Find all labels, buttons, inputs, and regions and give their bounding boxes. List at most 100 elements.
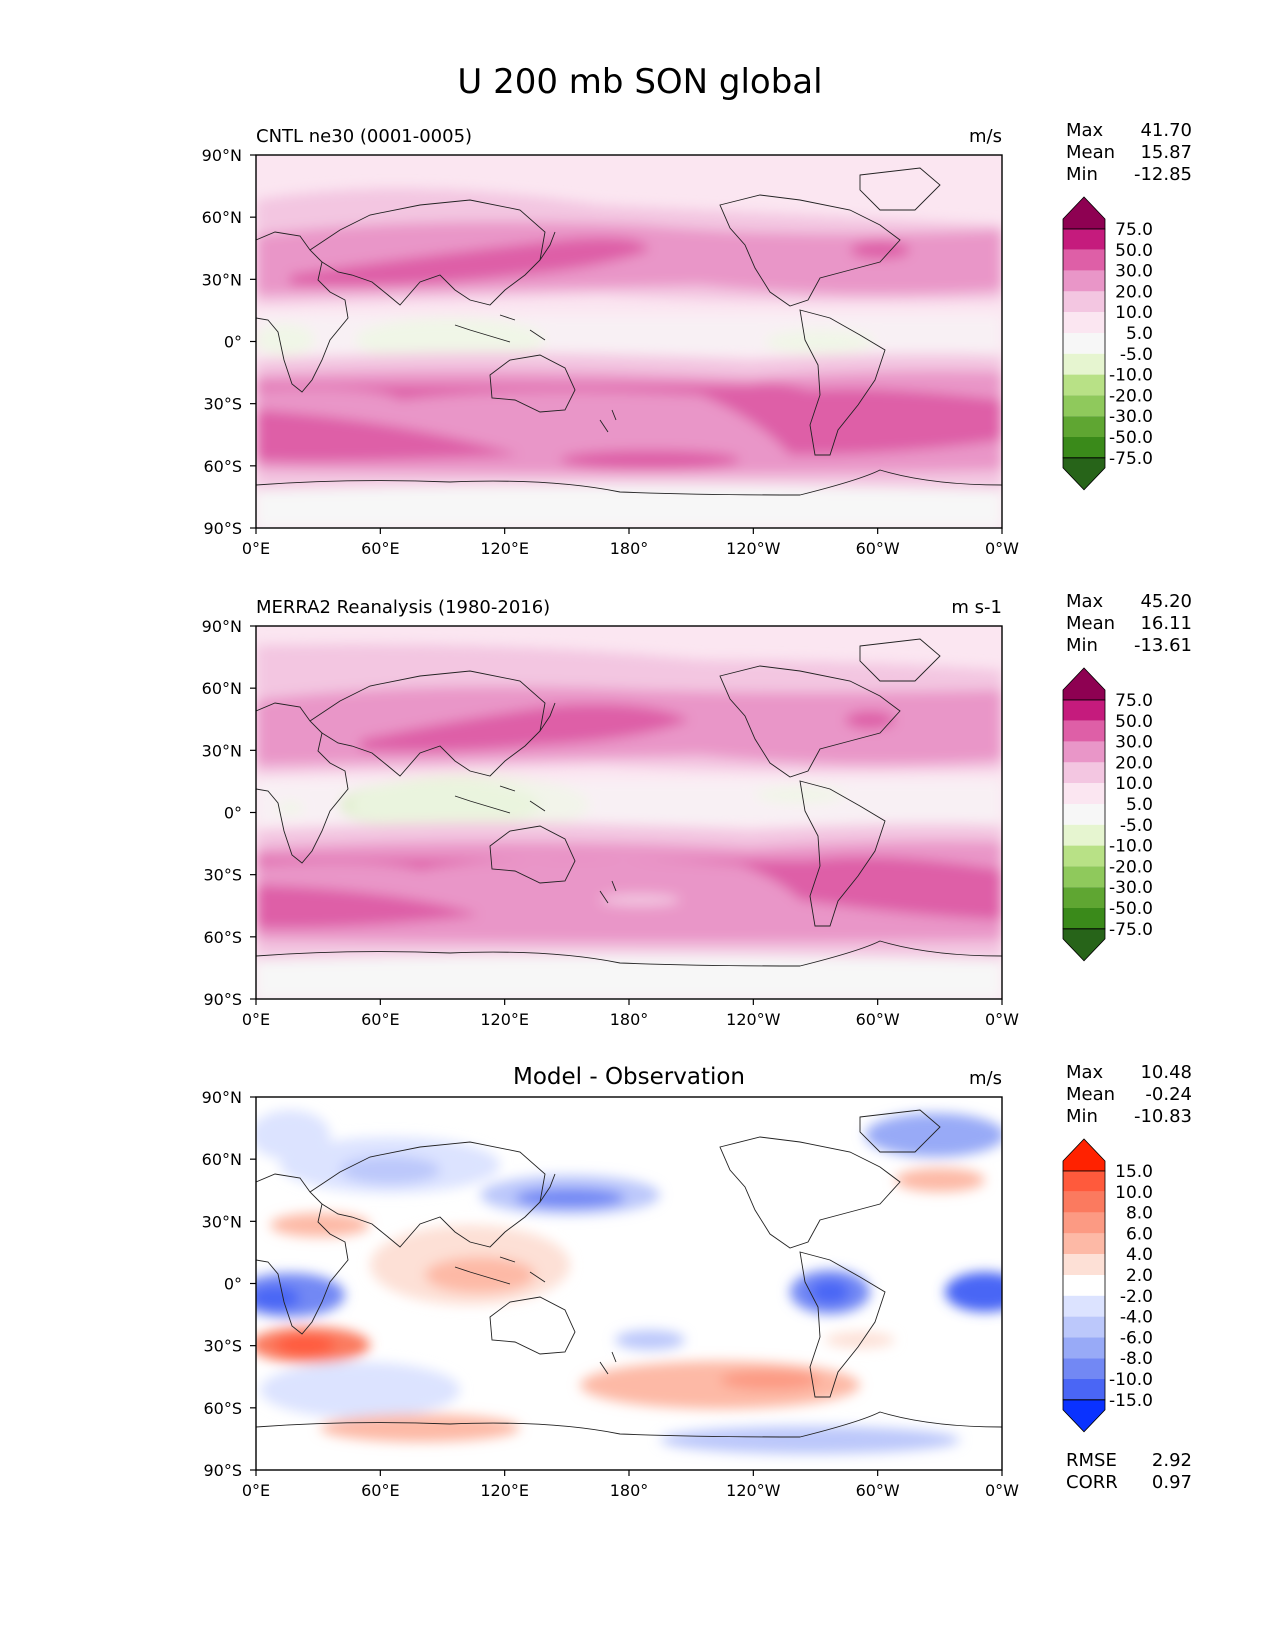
coastline-na xyxy=(719,1136,901,1249)
coastline-nz xyxy=(599,1351,617,1375)
y-tick-label: 60°S xyxy=(203,457,242,476)
colorbar-swatch xyxy=(1063,374,1105,396)
colorbar-swatch xyxy=(1063,1337,1105,1359)
colorbar-label: 8.0 xyxy=(1126,1204,1153,1224)
y-tick-label: 90°S xyxy=(203,990,242,1009)
stat-label-mean: Mean xyxy=(1066,142,1115,163)
contour-blobs xyxy=(256,188,1002,528)
colorbar-label: -75.0 xyxy=(1109,449,1153,469)
contour-antarctic xyxy=(256,485,1002,528)
colorbar-label: -75.0 xyxy=(1109,920,1153,940)
colorbar: 75.050.030.020.010.05.0-5.0-10.0-20.0-30… xyxy=(1062,196,1153,491)
y-tick-label: 30°N xyxy=(202,1212,242,1231)
colorbar-label: -6.0 xyxy=(1120,1328,1153,1348)
coastline-na xyxy=(719,665,901,778)
y-tick-label: 30°N xyxy=(202,741,242,760)
colorbar-label: -20.0 xyxy=(1109,386,1153,406)
panel-difference: Model - Observation m/s xyxy=(202,1062,1192,1500)
y-tick-label: 90°N xyxy=(202,146,242,165)
metric-label-rmse: RMSE xyxy=(1066,1450,1117,1471)
coastline-asia xyxy=(309,670,546,777)
colorbar-extend-top xyxy=(1062,1138,1106,1172)
x-tick-label: 180° xyxy=(610,1481,649,1500)
y-tick-label: 90°N xyxy=(202,617,242,636)
colorbar-swatch xyxy=(1063,1233,1105,1255)
contour-50-sh xyxy=(256,383,1002,455)
coastline-sa xyxy=(799,780,886,927)
x-tick-label: 120°E xyxy=(480,539,529,558)
coastline-indonesia xyxy=(454,785,546,814)
colorbar-swatch xyxy=(1063,1295,1105,1317)
contour-pos-africa xyxy=(270,1213,370,1237)
coastline-indonesia xyxy=(454,314,546,343)
colorbar-label: 20.0 xyxy=(1115,753,1153,773)
panel-merra2: MERRA2 Reanalysis (1980-2016) m s-1 xyxy=(202,591,1192,1029)
contour-neg-eqatl xyxy=(945,1272,1002,1312)
colorbar-label: 6.0 xyxy=(1126,1224,1153,1244)
colorbar-swatch xyxy=(1063,437,1105,458)
y-tick-label: 60°N xyxy=(202,679,242,698)
y-tick-label: 0° xyxy=(224,804,242,823)
contour-neg-pac xyxy=(615,1330,685,1350)
panel-cntl: CNTL ne30 (0001-0005) m/s xyxy=(202,120,1192,558)
contour-50-atl xyxy=(850,241,910,259)
contour-neg-indian xyxy=(260,1362,460,1418)
stat-value-mean: -0.24 xyxy=(1145,1084,1192,1105)
contour-50-nh xyxy=(290,237,650,287)
contour-50-atl xyxy=(845,711,895,729)
y-tick-label: 90°S xyxy=(203,519,242,538)
x-tick-label: 0°W xyxy=(985,539,1019,558)
coastline-sa xyxy=(799,1251,886,1398)
x-tick-label: 60°W xyxy=(856,539,900,558)
colorbar-label: 2.0 xyxy=(1126,1266,1153,1286)
y-tick-label: 60°N xyxy=(202,208,242,227)
coastline-greenland xyxy=(859,167,941,211)
contour-pos-southafrica-b xyxy=(275,1335,335,1355)
colorbar-swatch xyxy=(1063,824,1105,846)
x-tick-label: 180° xyxy=(610,1010,649,1029)
contour-pos-spac xyxy=(580,1361,860,1409)
stat-value-max: 45.20 xyxy=(1140,591,1192,612)
colorbar-swatch xyxy=(1063,783,1105,804)
stat-value-mean: 16.11 xyxy=(1140,613,1192,634)
contour-blobs xyxy=(256,1110,1002,1454)
x-tick-label: 0°E xyxy=(242,539,270,558)
coastline-antarctica xyxy=(256,940,1002,967)
colorbar-swatch xyxy=(1063,887,1105,908)
colorbar-extend-bottom xyxy=(1062,1399,1106,1433)
colorbar-label: -2.0 xyxy=(1120,1287,1153,1307)
colorbar-swatch xyxy=(1063,866,1105,888)
colorbar-swatch xyxy=(1063,720,1105,742)
x-tick-label: 0°W xyxy=(985,1481,1019,1500)
y-tick-label: 30°N xyxy=(202,270,242,289)
coastline-africa xyxy=(256,702,349,864)
contour-50-sh xyxy=(256,856,1002,920)
colorbar-swatch xyxy=(1063,1275,1105,1296)
x-tick-label: 60°W xyxy=(856,1481,900,1500)
contour-pos-sam xyxy=(825,1332,895,1348)
stat-value-min: -10.83 xyxy=(1134,1106,1192,1127)
y-tick-label: 60°S xyxy=(203,1399,242,1418)
y-tick-label: 60°S xyxy=(203,928,242,947)
colorbar-label: -50.0 xyxy=(1109,899,1153,919)
figure-title: U 200 mb SON global xyxy=(457,62,822,102)
coastline-asia xyxy=(309,1141,546,1248)
colorbar-swatch xyxy=(1063,270,1105,292)
x-tick-label: 120°W xyxy=(726,1481,781,1500)
colorbar-swatch xyxy=(1063,291,1105,313)
colorbar-swatch xyxy=(1063,229,1105,250)
colorbar-swatch xyxy=(1063,1379,1105,1400)
metric-label-corr: CORR xyxy=(1066,1472,1118,1493)
coastline-australia xyxy=(489,354,576,413)
colorbar-swatch xyxy=(1063,353,1105,375)
stat-label-mean: Mean xyxy=(1066,1084,1115,1105)
x-tick-label: 60°W xyxy=(856,1010,900,1029)
colorbar-label: 10.0 xyxy=(1115,303,1153,323)
colorbar-label: -5.0 xyxy=(1120,345,1153,365)
coastline-greenland xyxy=(859,1109,941,1153)
colorbar-label: 75.0 xyxy=(1115,220,1153,240)
colorbar-label: -20.0 xyxy=(1109,857,1153,877)
colorbar-label: 30.0 xyxy=(1115,733,1153,753)
colorbar-label: 30.0 xyxy=(1115,262,1153,282)
